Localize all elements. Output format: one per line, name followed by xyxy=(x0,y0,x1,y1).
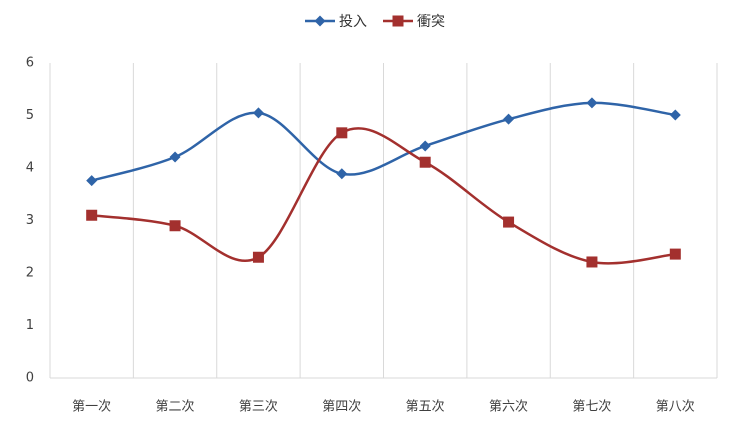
x-tick-label: 第三次 xyxy=(239,399,278,415)
y-tick-label: 6 xyxy=(26,56,34,71)
series-line xyxy=(91,101,676,182)
legend-item: 衝突 xyxy=(383,14,445,30)
y-tick-label: 1 xyxy=(26,318,34,333)
legend-marker xyxy=(314,15,326,27)
marker xyxy=(586,256,598,268)
x-tick-label: 第八次 xyxy=(656,399,695,415)
series xyxy=(86,127,681,268)
marker xyxy=(669,109,681,121)
marker xyxy=(86,209,98,221)
legend-label: 投入 xyxy=(339,14,367,30)
marker xyxy=(503,216,515,228)
series-line xyxy=(91,127,676,265)
y-tick-label: 3 xyxy=(26,213,34,228)
y-tick-label: 5 xyxy=(26,108,34,123)
x-tick-label: 第一次 xyxy=(72,399,111,415)
series xyxy=(86,97,681,187)
x-tick-label: 第六次 xyxy=(489,399,528,415)
marker xyxy=(252,107,264,119)
x-tick-label: 第二次 xyxy=(156,399,195,415)
x-tick-label: 第四次 xyxy=(322,399,361,415)
marker xyxy=(503,113,515,125)
y-tick-label: 2 xyxy=(26,266,34,281)
marker xyxy=(86,175,98,187)
marker xyxy=(252,251,264,263)
legend-item: 投入 xyxy=(305,14,367,30)
y-tick-label: 0 xyxy=(26,371,34,386)
marker xyxy=(669,248,681,260)
legend-marker xyxy=(392,15,404,27)
x-tick-label: 第七次 xyxy=(572,399,611,415)
x-tick-label: 第五次 xyxy=(406,399,445,415)
marker xyxy=(419,140,431,152)
marker xyxy=(586,97,598,109)
marker xyxy=(419,156,431,168)
y-tick-label: 4 xyxy=(26,161,34,176)
marker xyxy=(336,168,348,180)
marker xyxy=(169,220,181,232)
marker xyxy=(169,151,181,163)
legend-label: 衝突 xyxy=(417,14,445,30)
legend: 投入 衝突 xyxy=(305,14,445,30)
marker xyxy=(336,127,348,139)
